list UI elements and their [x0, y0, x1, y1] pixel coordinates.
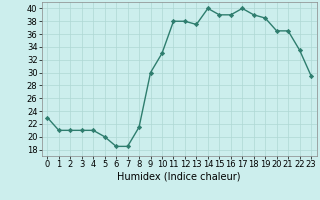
- X-axis label: Humidex (Indice chaleur): Humidex (Indice chaleur): [117, 172, 241, 182]
